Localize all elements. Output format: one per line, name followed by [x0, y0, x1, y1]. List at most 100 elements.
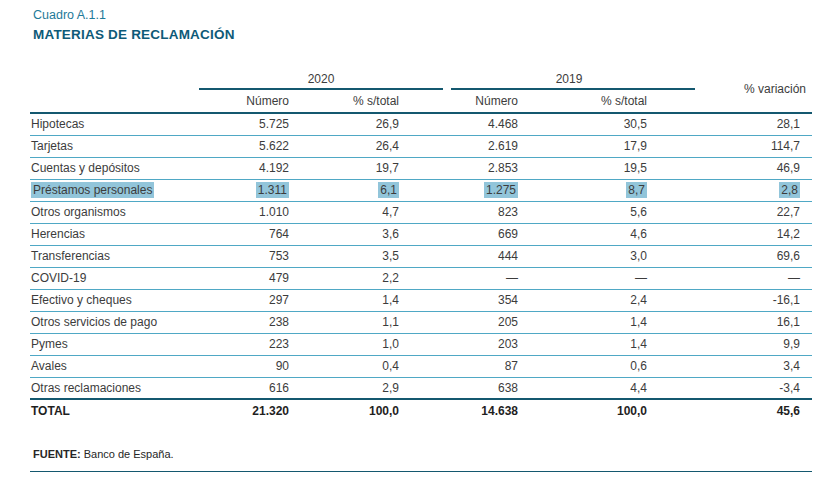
row-label: Cuentas y depósitos	[30, 157, 199, 179]
cell-pct-2020: 2,9	[295, 377, 443, 399]
source-note: FUENTE: Banco de España.	[33, 448, 812, 461]
row-label: Préstamos personales	[30, 179, 199, 201]
row-label: TOTAL	[30, 399, 199, 422]
cell-variacion: 22,7	[695, 201, 812, 223]
cell-numero-2020: 5.725	[199, 113, 295, 135]
cell-pct-2020: 6,1	[295, 179, 443, 201]
row-label: Avales	[30, 355, 199, 377]
cell-pct-2020: 1,1	[295, 311, 443, 333]
cell-pct-2020: 0,4	[295, 355, 443, 377]
cell-pct-2019: 17,9	[524, 135, 695, 157]
cell-pct-2020: 1,4	[295, 289, 443, 311]
cell-numero-2020: 1.010	[199, 201, 295, 223]
column-group-2020: 2020	[199, 67, 443, 90]
cell-numero-2019: 4.468	[443, 113, 524, 135]
cell-numero-2020: 479	[199, 267, 295, 289]
column-header-numero-2020: Número	[199, 90, 295, 113]
cell-variacion: 16,1	[695, 311, 812, 333]
cell-variacion: -16,1	[695, 289, 812, 311]
cell-numero-2019: 203	[443, 333, 524, 355]
header-spacer	[30, 90, 199, 113]
cell-pct-2019: 0,6	[524, 355, 695, 377]
column-header-numero-2019: Número	[443, 90, 524, 113]
cell-pct-2020: 2,2	[295, 267, 443, 289]
cell-pct-2020: 1,0	[295, 333, 443, 355]
cell-pct-2019: 19,5	[524, 157, 695, 179]
cell-numero-2020: 764	[199, 223, 295, 245]
row-label: Otras reclamaciones	[30, 377, 199, 399]
column-group-2020-label: 2020	[308, 72, 335, 86]
cell-numero-2020: 1.311	[199, 179, 295, 201]
row-label: Efectivo y cheques	[30, 289, 199, 311]
cell-numero-2019: 354	[443, 289, 524, 311]
cell-pct-2019: 5,6	[524, 201, 695, 223]
cell-variacion: 14,2	[695, 223, 812, 245]
report-page: Cuadro A.1.1 MATERIAS DE RECLAMACIÓN 202…	[0, 0, 823, 504]
table-row: Herencias 764 3,6 669 4,6 14,2	[30, 223, 812, 245]
cell-pct-2020: 3,6	[295, 223, 443, 245]
bottom-rule	[30, 471, 812, 472]
cell-pct-2020: 26,4	[295, 135, 443, 157]
cell-numero-2020: 616	[199, 377, 295, 399]
cell-pct-2020: 3,5	[295, 245, 443, 267]
cell-variacion: 9,9	[695, 333, 812, 355]
cell-numero-2019: 669	[443, 223, 524, 245]
cell-numero-2019: 2.853	[443, 157, 524, 179]
table-row: Otros organismos 1.010 4,7 823 5,6 22,7	[30, 201, 812, 223]
cell-pct-2019: —	[524, 267, 695, 289]
cell-pct-2019: 4,6	[524, 223, 695, 245]
cell-numero-2019: 444	[443, 245, 524, 267]
cell-numero-2019: 14.638	[443, 399, 524, 422]
cell-pct-2019: 1,4	[524, 333, 695, 355]
cell-variacion: 28,1	[695, 113, 812, 135]
cell-numero-2019: 638	[443, 377, 524, 399]
row-label: COVID-19	[30, 267, 199, 289]
cell-variacion: —	[695, 267, 812, 289]
page-title: MATERIAS DE RECLAMACIÓN	[33, 26, 812, 43]
table-row: Hipotecas 5.725 26,9 4.468 30,5 28,1	[30, 113, 812, 135]
table-row: Otras reclamaciones 616 2,9 638 4,4 -3,4	[30, 377, 812, 399]
table-row: Transferencias 753 3,5 444 3,0 69,6	[30, 245, 812, 267]
row-label: Tarjetas	[30, 135, 199, 157]
table-header: 2020 2019 % variación Número % s/total N…	[30, 67, 812, 113]
table-body: Hipotecas 5.725 26,9 4.468 30,5 28,1 Tar…	[30, 113, 812, 422]
table-row: TOTAL 21.320 100,0 14.638 100,0 45,6	[30, 399, 812, 422]
cell-variacion: 3,4	[695, 355, 812, 377]
cell-numero-2020: 753	[199, 245, 295, 267]
cell-numero-2019: 823	[443, 201, 524, 223]
column-group-2019-label: 2019	[556, 72, 583, 86]
row-label: Herencias	[30, 223, 199, 245]
table-row: Efectivo y cheques 297 1,4 354 2,4 -16,1	[30, 289, 812, 311]
row-label: Transferencias	[30, 245, 199, 267]
cell-variacion: 69,6	[695, 245, 812, 267]
column-group-2019: 2019	[443, 67, 695, 90]
cell-variacion: 2,8	[695, 179, 812, 201]
cell-numero-2020: 4.192	[199, 157, 295, 179]
cell-pct-2019: 8,7	[524, 179, 695, 201]
cell-numero-2020: 21.320	[199, 399, 295, 422]
cell-numero-2019: 87	[443, 355, 524, 377]
cell-pct-2020: 100,0	[295, 399, 443, 422]
source-label: FUENTE:	[33, 448, 81, 460]
cell-variacion: 45,6	[695, 399, 812, 422]
cell-numero-2019: —	[443, 267, 524, 289]
sub-header-row: Número % s/total Número % s/total	[30, 90, 812, 113]
column-header-pct-2020: % s/total	[295, 90, 443, 113]
row-label: Otros servicios de pago	[30, 311, 199, 333]
cell-variacion: -3,4	[695, 377, 812, 399]
cell-numero-2020: 238	[199, 311, 295, 333]
cell-pct-2020: 4,7	[295, 201, 443, 223]
row-label: Otros organismos	[30, 201, 199, 223]
group-rule-2019	[451, 88, 695, 90]
header-spacer	[30, 67, 199, 90]
table-row: Cuentas y depósitos 4.192 19,7 2.853 19,…	[30, 157, 812, 179]
cell-pct-2020: 19,7	[295, 157, 443, 179]
table-row: COVID-19 479 2,2 — — —	[30, 267, 812, 289]
cell-pct-2019: 100,0	[524, 399, 695, 422]
cell-pct-2019: 4,4	[524, 377, 695, 399]
table-row: Otros servicios de pago 238 1,1 205 1,4 …	[30, 311, 812, 333]
reclamation-table: 2020 2019 % variación Número % s/total N…	[30, 67, 812, 422]
cell-pct-2019: 30,5	[524, 113, 695, 135]
cell-pct-2019: 1,4	[524, 311, 695, 333]
table-row: Pymes 223 1,0 203 1,4 9,9	[30, 333, 812, 355]
